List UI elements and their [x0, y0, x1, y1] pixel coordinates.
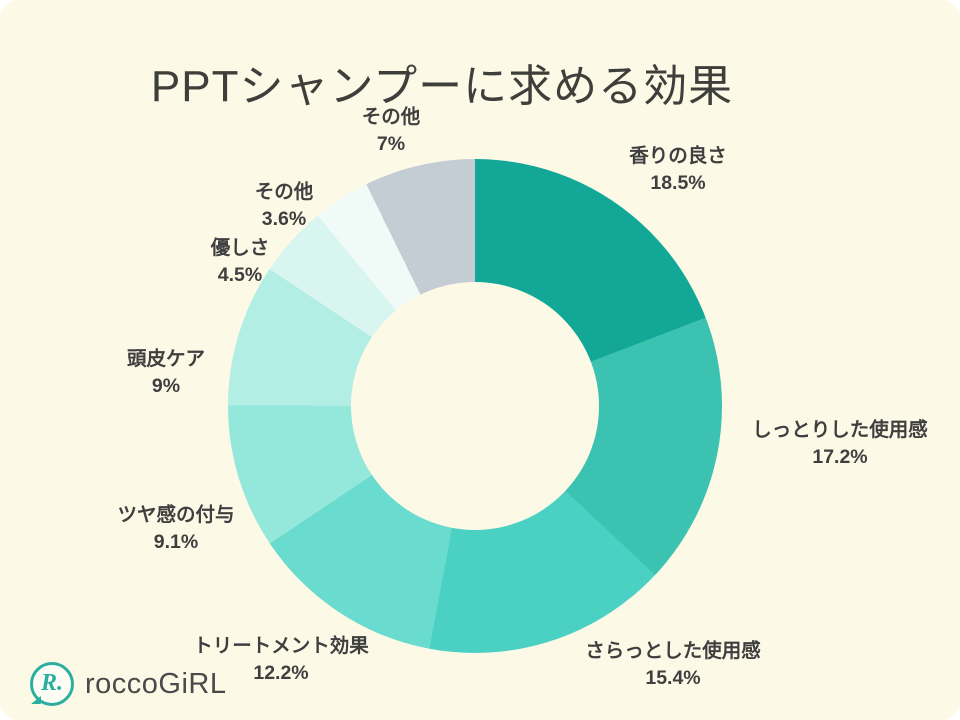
- brand-logo: R. roccoGiRL: [30, 662, 227, 706]
- slice-label-value: 9%: [151, 375, 181, 397]
- slice-label-value: 7%: [376, 133, 406, 155]
- slice-label-sonota-gray: その他 7%: [362, 104, 421, 158]
- donut-hole: [351, 282, 599, 530]
- slice-label-touhi: 頭皮ケア 9%: [127, 346, 205, 400]
- slice-label-text: しっとりした使用感: [752, 419, 928, 441]
- brand-logo-icon: R.: [30, 662, 74, 706]
- slice-label-tsuya: ツヤ感の付与 9.1%: [117, 502, 234, 556]
- slice-label-value: 3.6%: [261, 208, 307, 230]
- slice-label-yasashisa: 優しさ 4.5%: [211, 235, 270, 289]
- slice-label-text: 香りの良さ: [629, 145, 727, 167]
- slice-label-treatment: トリートメント効果 12.2%: [193, 633, 369, 687]
- slice-label-kaori: 香りの良さ 18.5%: [629, 143, 727, 197]
- slice-label-text: 優しさ: [210, 237, 270, 259]
- slice-label-text: 頭皮ケア: [126, 348, 206, 370]
- slice-label-text: ツヤ感の付与: [117, 504, 235, 526]
- chart-title: PPTシャンプーに求める効果: [150, 62, 734, 111]
- slice-label-value: 9.1%: [153, 531, 199, 553]
- logo-monogram: R.: [40, 670, 63, 696]
- slice-label-value: 17.2%: [812, 446, 868, 468]
- slice-label-value: 4.5%: [217, 264, 263, 286]
- slice-label-value: 18.5%: [650, 172, 706, 194]
- slice-label-text: その他: [361, 106, 421, 128]
- slice-label-text: さらっとした使用感: [585, 640, 761, 662]
- slice-label-saratto: さらっとした使用感 15.4%: [585, 638, 761, 692]
- slice-label-value: 12.2%: [253, 662, 309, 684]
- slice-label-value: 15.4%: [645, 667, 701, 689]
- slice-label-text: トリートメント効果: [193, 635, 369, 657]
- slice-label-shittori: しっとりした使用感 17.2%: [752, 417, 928, 471]
- brand-logo-text: roccoGiRL: [85, 667, 227, 700]
- slice-label-text: その他: [254, 181, 314, 203]
- slice-label-sonota-small: その他 3.6%: [255, 179, 314, 233]
